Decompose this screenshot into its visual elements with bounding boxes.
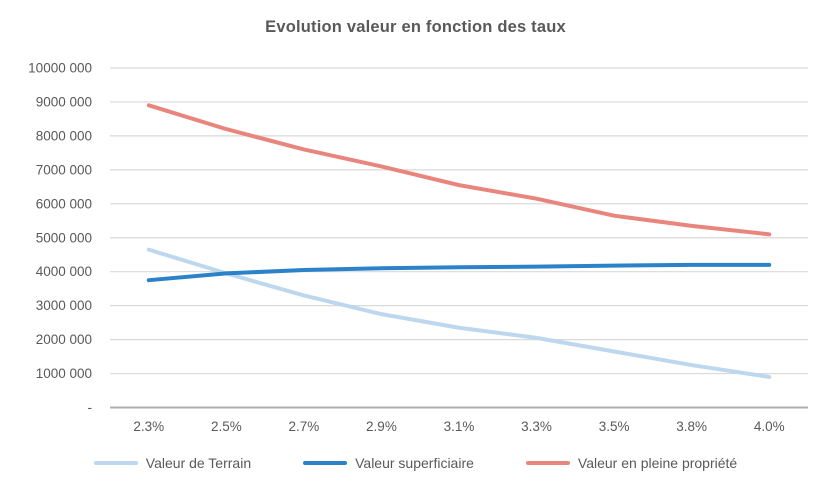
x-tick-label: 3.3% bbox=[521, 419, 552, 434]
y-tick-label: 8000 000 bbox=[36, 128, 92, 143]
legend-label: Valeur en pleine propriété bbox=[577, 455, 738, 471]
series-line-valeur-de-terrain bbox=[146, 247, 772, 379]
legend-line-swatch bbox=[303, 460, 348, 466]
y-tick-label: 1000 000 bbox=[36, 366, 92, 381]
y-tick-label: 10000 000 bbox=[28, 61, 92, 76]
legend-item-valeur-de-terrain[interactable]: Valeur de Terrain bbox=[93, 455, 252, 471]
y-tick-label: 7000 000 bbox=[36, 162, 92, 177]
legend-line-swatch bbox=[525, 460, 570, 466]
legend: Valeur de Terrain Valeur superficiaire Val… bbox=[0, 455, 831, 471]
legend-item-valeur-superficiaire[interactable]: Valeur superficiaire bbox=[303, 455, 474, 471]
legend-line-swatch bbox=[93, 460, 138, 466]
y-tick-label: 5000 000 bbox=[36, 230, 92, 245]
y-tick-label: 6000 000 bbox=[36, 196, 92, 211]
x-tick-label: 4.0% bbox=[754, 419, 785, 434]
legend-label: Valeur de Terrain bbox=[145, 455, 252, 471]
x-tick-label: 3.8% bbox=[676, 419, 707, 434]
x-tick-label: 2.3% bbox=[133, 419, 164, 434]
legend-item-valeur-en-pleine-propri-t-[interactable]: Valeur en pleine propriété bbox=[525, 455, 738, 471]
series-line-valeur-en-pleine-propri-t- bbox=[146, 103, 772, 237]
series-line-valeur-superficiaire bbox=[146, 262, 772, 283]
y-tick-label: 4000 000 bbox=[36, 264, 92, 279]
x-tick-label: 2.7% bbox=[288, 419, 319, 434]
x-tick-label: 2.9% bbox=[366, 419, 397, 434]
chart-title: Evolution valeur en fonction des taux bbox=[265, 18, 566, 36]
x-tick-label: 3.1% bbox=[444, 419, 475, 434]
y-tick-label: 9000 000 bbox=[36, 94, 92, 109]
y-tick-label: 2000 000 bbox=[36, 332, 92, 347]
y-tick-label: - bbox=[88, 400, 93, 415]
x-tick-label: 3.5% bbox=[599, 419, 630, 434]
legend-label: Valeur superficiaire bbox=[355, 455, 474, 471]
y-tick-label: 3000 000 bbox=[36, 298, 92, 313]
x-tick-label: 2.5% bbox=[211, 419, 242, 434]
